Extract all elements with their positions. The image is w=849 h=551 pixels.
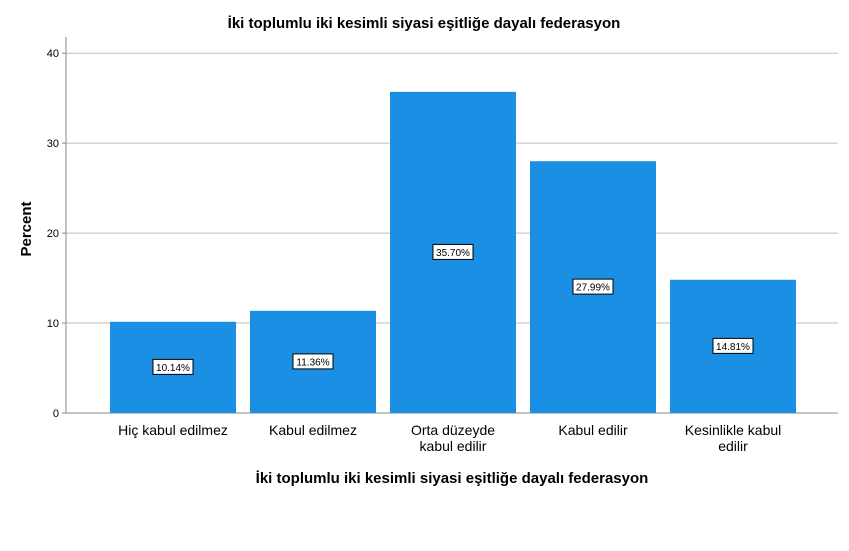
data-label-box [292, 353, 334, 370]
data-label: 11.36% [292, 353, 334, 370]
x-category-label: Hiç kabul edilmez [118, 422, 228, 438]
data-label-text: 27.99% [576, 283, 610, 294]
data-label-box [712, 337, 754, 354]
data-label-text: 11.36% [296, 357, 329, 368]
y-axis-ticks: 0 10 20 30 40 [47, 48, 66, 420]
y-tick-label: 30 [47, 138, 59, 150]
x-category-label: Kabul edilmez [269, 422, 357, 438]
x-axis-categories: Hiç kabul edilmez Kabul edilmez Orta düzey… [118, 422, 781, 454]
data-label-text: 10.14% [156, 363, 190, 374]
x-category-label: Kabul edilir [558, 422, 628, 438]
y-axis-title: Percent [18, 201, 35, 256]
chart-title: İki toplumlu iki kesimli siyasi eşitliğe… [228, 15, 621, 32]
data-label: 35.70% [432, 243, 474, 260]
y-tick-label: 10 [47, 318, 59, 330]
y-tick-label: 20 [47, 228, 59, 240]
data-label: 27.99% [572, 278, 614, 295]
y-tick-label: 40 [47, 48, 59, 60]
x-category-label: kabul edilir [420, 438, 487, 454]
data-label: 14.81% [712, 337, 754, 354]
data-label-box [152, 358, 194, 375]
data-label-box [572, 278, 614, 295]
x-category-label: Kesinlikle kabul [685, 422, 782, 438]
x-category-label: Orta düzeyde [411, 422, 495, 438]
data-label-text: 14.81% [716, 342, 750, 353]
data-label-text: 35.70% [436, 248, 470, 259]
y-tick-label: 0 [53, 408, 59, 420]
x-axis-title: İki toplumlu iki kesimli siyasi eşitliğe… [256, 470, 649, 487]
data-label-box [432, 243, 474, 260]
data-labels: 10.14% 11.36% 35.70% 27.99% 14.81% [152, 243, 754, 375]
data-label: 10.14% [152, 358, 194, 375]
x-category-label: edilir [718, 438, 748, 454]
